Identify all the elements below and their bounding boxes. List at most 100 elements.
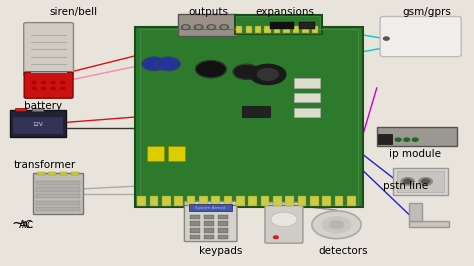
Circle shape — [419, 178, 432, 185]
Bar — [204, 215, 214, 219]
Bar — [190, 228, 200, 233]
Circle shape — [329, 221, 344, 229]
Bar — [150, 196, 158, 206]
Bar — [37, 172, 45, 175]
Bar — [60, 172, 67, 175]
Circle shape — [32, 87, 36, 89]
Bar — [135, 27, 363, 207]
Bar — [397, 171, 444, 192]
Text: AC: AC — [22, 221, 35, 230]
Bar — [293, 26, 299, 33]
Bar — [211, 196, 220, 206]
Bar — [302, 26, 309, 33]
Circle shape — [257, 69, 278, 80]
Circle shape — [51, 87, 55, 89]
Text: siren/bell: siren/bell — [49, 7, 98, 17]
Bar — [204, 228, 214, 233]
Circle shape — [404, 179, 411, 184]
Bar — [235, 15, 322, 34]
Bar — [36, 201, 80, 205]
Circle shape — [220, 25, 228, 30]
Text: transformer: transformer — [14, 160, 76, 170]
Bar — [36, 194, 80, 198]
Circle shape — [183, 26, 188, 28]
Bar — [36, 187, 80, 192]
Circle shape — [222, 26, 227, 28]
Bar — [218, 235, 228, 239]
Bar — [189, 204, 232, 211]
Bar — [204, 235, 214, 239]
Text: keypads: keypads — [199, 246, 242, 256]
FancyBboxPatch shape — [265, 202, 303, 243]
Text: battery: battery — [24, 101, 62, 111]
Circle shape — [322, 217, 351, 233]
Bar — [236, 26, 242, 33]
Circle shape — [207, 25, 216, 30]
Bar — [168, 146, 185, 161]
Bar — [298, 196, 306, 206]
Bar — [377, 127, 457, 146]
Circle shape — [412, 138, 418, 141]
Bar — [248, 196, 257, 206]
Circle shape — [383, 37, 389, 40]
Bar — [13, 117, 63, 134]
Circle shape — [42, 87, 46, 89]
Bar — [294, 108, 320, 117]
Bar — [283, 26, 290, 33]
Bar — [199, 196, 208, 206]
Bar — [71, 172, 79, 175]
Circle shape — [51, 81, 55, 84]
Text: AC: AC — [19, 220, 33, 230]
Text: 12V: 12V — [33, 122, 43, 127]
Bar — [409, 203, 422, 221]
Bar — [218, 221, 228, 226]
Circle shape — [61, 81, 64, 84]
Circle shape — [32, 81, 36, 84]
Text: gsm/gprs: gsm/gprs — [402, 7, 451, 17]
Bar — [204, 221, 214, 226]
Bar — [187, 196, 195, 206]
Circle shape — [404, 138, 410, 141]
Bar — [48, 172, 56, 175]
Bar — [15, 108, 26, 111]
Bar — [261, 196, 269, 206]
FancyBboxPatch shape — [184, 201, 237, 242]
Bar — [140, 29, 358, 205]
Text: detectors: detectors — [319, 246, 368, 256]
Bar — [10, 110, 66, 137]
Bar — [294, 93, 320, 102]
Bar — [347, 196, 356, 206]
Bar — [218, 215, 228, 219]
Circle shape — [250, 64, 286, 85]
Circle shape — [194, 25, 203, 30]
Circle shape — [233, 64, 260, 79]
Bar — [294, 78, 320, 88]
Bar — [236, 16, 320, 33]
Bar — [378, 134, 392, 144]
Bar — [285, 196, 294, 206]
Bar — [174, 196, 183, 206]
Bar — [32, 108, 43, 111]
FancyBboxPatch shape — [380, 16, 461, 57]
Bar — [335, 196, 343, 206]
Bar — [36, 207, 80, 211]
FancyBboxPatch shape — [24, 72, 73, 98]
Bar — [190, 221, 200, 226]
FancyBboxPatch shape — [24, 23, 73, 76]
Bar — [137, 196, 146, 206]
Bar — [312, 26, 318, 33]
Text: pstn line: pstn line — [383, 181, 428, 191]
Circle shape — [422, 179, 429, 184]
Circle shape — [196, 61, 226, 78]
Circle shape — [42, 81, 46, 84]
Text: outputs: outputs — [189, 7, 228, 17]
Text: ip module: ip module — [389, 149, 441, 159]
Circle shape — [182, 25, 190, 30]
Circle shape — [142, 57, 166, 70]
Circle shape — [61, 87, 64, 89]
Bar — [274, 26, 280, 33]
Bar — [299, 22, 315, 29]
Circle shape — [273, 236, 278, 239]
Circle shape — [196, 26, 201, 28]
Bar — [242, 106, 270, 117]
